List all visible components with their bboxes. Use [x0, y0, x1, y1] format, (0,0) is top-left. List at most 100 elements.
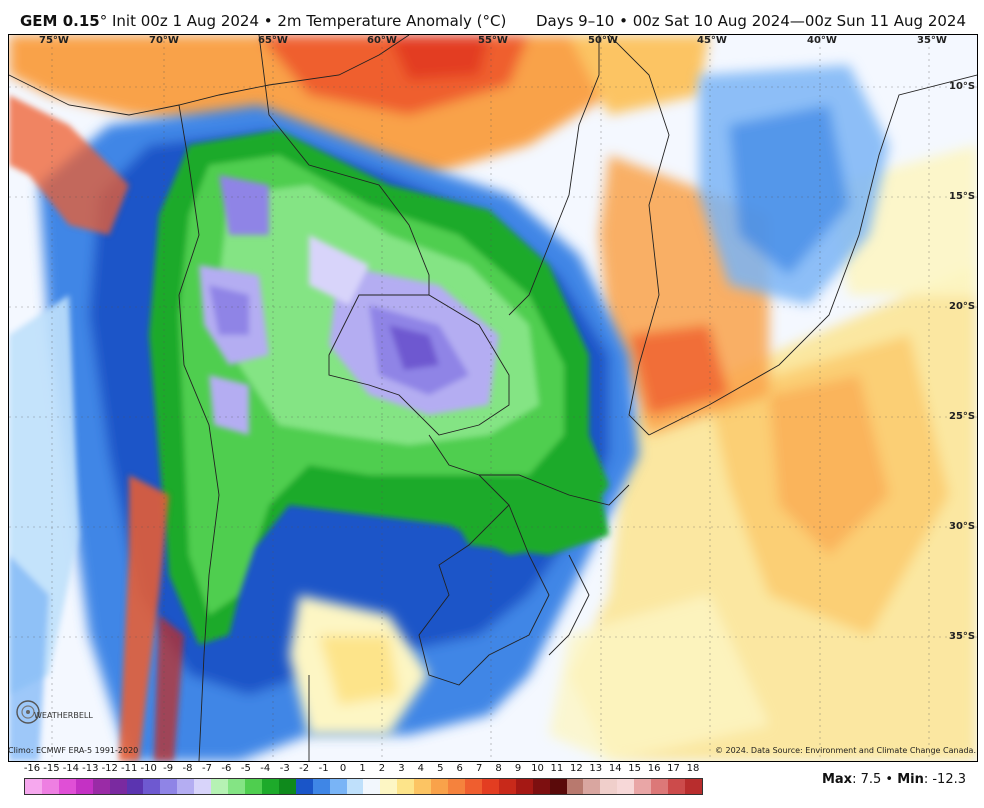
- max-min-readout: Max: 7.5 • Min: -12.3: [821, 772, 966, 787]
- map-title: GEM 0.15° Init 00z 1 Aug 2024 • 2m Tempe…: [20, 12, 507, 30]
- legend-swatch: [312, 779, 330, 794]
- legend-tick-label: 6: [456, 763, 463, 774]
- climo-note: Climo: ECMWF ERA-5 1991-2020: [8, 746, 139, 755]
- legend-swatch: [228, 779, 245, 794]
- legend-tick-label: 9: [514, 763, 522, 774]
- legend-swatch: [414, 779, 432, 794]
- legend-swatch: [244, 779, 262, 794]
- legend-tick-label: 4: [417, 763, 424, 774]
- lat-label: 35°S: [949, 631, 976, 642]
- legend-swatch: [41, 779, 59, 794]
- ocean-warm-anomaly: [549, 145, 977, 761]
- anomaly-map[interactable]: 75°W 70°W 65°W 60°W 55°W 50°W 45°W 40°W …: [8, 34, 978, 762]
- legend-tick-label: 11: [550, 763, 564, 774]
- lon-label: 50°W: [588, 35, 618, 46]
- legend-tick-label: -12: [101, 763, 118, 774]
- valid-period: Days 9–10 • 00z Sat 10 Aug 2024—00z Sun …: [535, 12, 966, 30]
- legend-swatch: [160, 779, 178, 794]
- legend-tick-label: 18: [686, 763, 700, 774]
- legend-swatch: [549, 779, 567, 794]
- legend-swatch: [448, 779, 465, 794]
- legend-tick-label: 8: [495, 763, 502, 774]
- legend-tick-label: -7: [201, 763, 212, 774]
- legend-swatch: [329, 779, 347, 794]
- legend-swatch: [194, 779, 212, 794]
- legend-swatch: [651, 779, 669, 794]
- legend-tick-label: 13: [589, 763, 603, 774]
- legend-tick-label: -11: [121, 763, 138, 774]
- lon-label: 65°W: [258, 35, 288, 46]
- legend-tick-label: -3: [279, 763, 290, 774]
- legend-swatch: [566, 779, 584, 794]
- lon-label: 40°W: [807, 35, 837, 46]
- legend-tick-label: -4: [260, 763, 271, 774]
- legend-swatch: [634, 779, 652, 794]
- logo-text: WEATHERBELL: [34, 711, 93, 720]
- legend-swatch: [25, 779, 42, 794]
- legend-tick-label: 3: [398, 763, 405, 774]
- legend-swatch: [211, 779, 229, 794]
- lon-label: 75°W: [39, 35, 69, 46]
- legend-tick-label: -13: [82, 763, 99, 774]
- legend-tick-label: 14: [608, 763, 622, 774]
- lat-label: 10°S: [949, 81, 976, 92]
- cold-anomaly-purple: [199, 175, 499, 435]
- legend-tick-label: 7: [475, 763, 483, 774]
- legend-tick-label: 0: [339, 763, 347, 774]
- legend-tick-label: 10: [531, 763, 544, 774]
- legend-swatch: [684, 779, 702, 794]
- init-subtitle: Init 00z 1 Aug 2024 • 2m Temperature Ano…: [107, 12, 507, 30]
- lon-label: 35°W: [917, 35, 947, 46]
- legend-swatch: [532, 779, 550, 794]
- legend-swatch: [380, 779, 398, 794]
- graticule: [9, 35, 977, 761]
- legend-swatch: [58, 779, 76, 794]
- legend-swatch: [295, 779, 313, 794]
- legend-swatch: [75, 779, 93, 794]
- legend-tick-label: -5: [240, 763, 251, 774]
- lon-label: 55°W: [478, 35, 508, 46]
- legend-swatch: [498, 779, 516, 794]
- map-canvas: [9, 35, 977, 761]
- legend-swatch: [363, 779, 381, 794]
- legend-swatch: [397, 779, 415, 794]
- legend-swatch: [278, 779, 296, 794]
- weatherbell-logo: WEATHERBELL: [16, 700, 93, 724]
- lon-label: 45°W: [697, 35, 727, 46]
- color-legend: [24, 778, 703, 795]
- legend-tick-label: 17: [667, 763, 680, 774]
- lon-label: 60°W: [367, 35, 397, 46]
- legend-tick-label: 2: [378, 763, 386, 774]
- legend-swatch: [668, 779, 685, 794]
- legend-tick-label: 12: [569, 763, 583, 774]
- header: GEM 0.15° Init 00z 1 Aug 2024 • 2m Tempe…: [0, 0, 984, 34]
- legend-swatch: [617, 779, 635, 794]
- legend-tick-label: -14: [62, 763, 80, 774]
- lat-label: 20°S: [949, 301, 976, 312]
- legend-tick-label: -15: [43, 763, 60, 774]
- legend-tick-label: -10: [140, 763, 157, 774]
- legend-tick-label: 5: [437, 763, 444, 774]
- legend-swatch: [346, 779, 364, 794]
- legend-tick-label: -6: [221, 763, 232, 774]
- lat-label: 15°S: [949, 191, 976, 202]
- model-name: GEM 0.15: [20, 12, 100, 30]
- lon-label: 70°W: [149, 35, 179, 46]
- legend-tick-label: 1: [359, 763, 366, 774]
- legend-swatch: [177, 779, 195, 794]
- legend-tick-label: 16: [647, 763, 661, 774]
- legend-swatch: [431, 779, 449, 794]
- legend-swatch: [143, 779, 161, 794]
- legend-tick-label: -16: [23, 763, 41, 774]
- legend-swatch: [109, 779, 127, 794]
- legend-tick-label: -9: [163, 763, 174, 774]
- lat-label: 25°S: [949, 411, 976, 422]
- northeast-cool-anomaly: [699, 65, 889, 305]
- legend-swatch: [126, 779, 144, 794]
- legend-swatch: [481, 779, 499, 794]
- legend-swatch: [583, 779, 601, 794]
- legend-tick-label: -1: [318, 763, 329, 774]
- legend-tick-label: -2: [299, 763, 310, 774]
- legend-swatch: [515, 779, 533, 794]
- data-credit: © 2024. Data Source: Environment and Cli…: [714, 746, 976, 755]
